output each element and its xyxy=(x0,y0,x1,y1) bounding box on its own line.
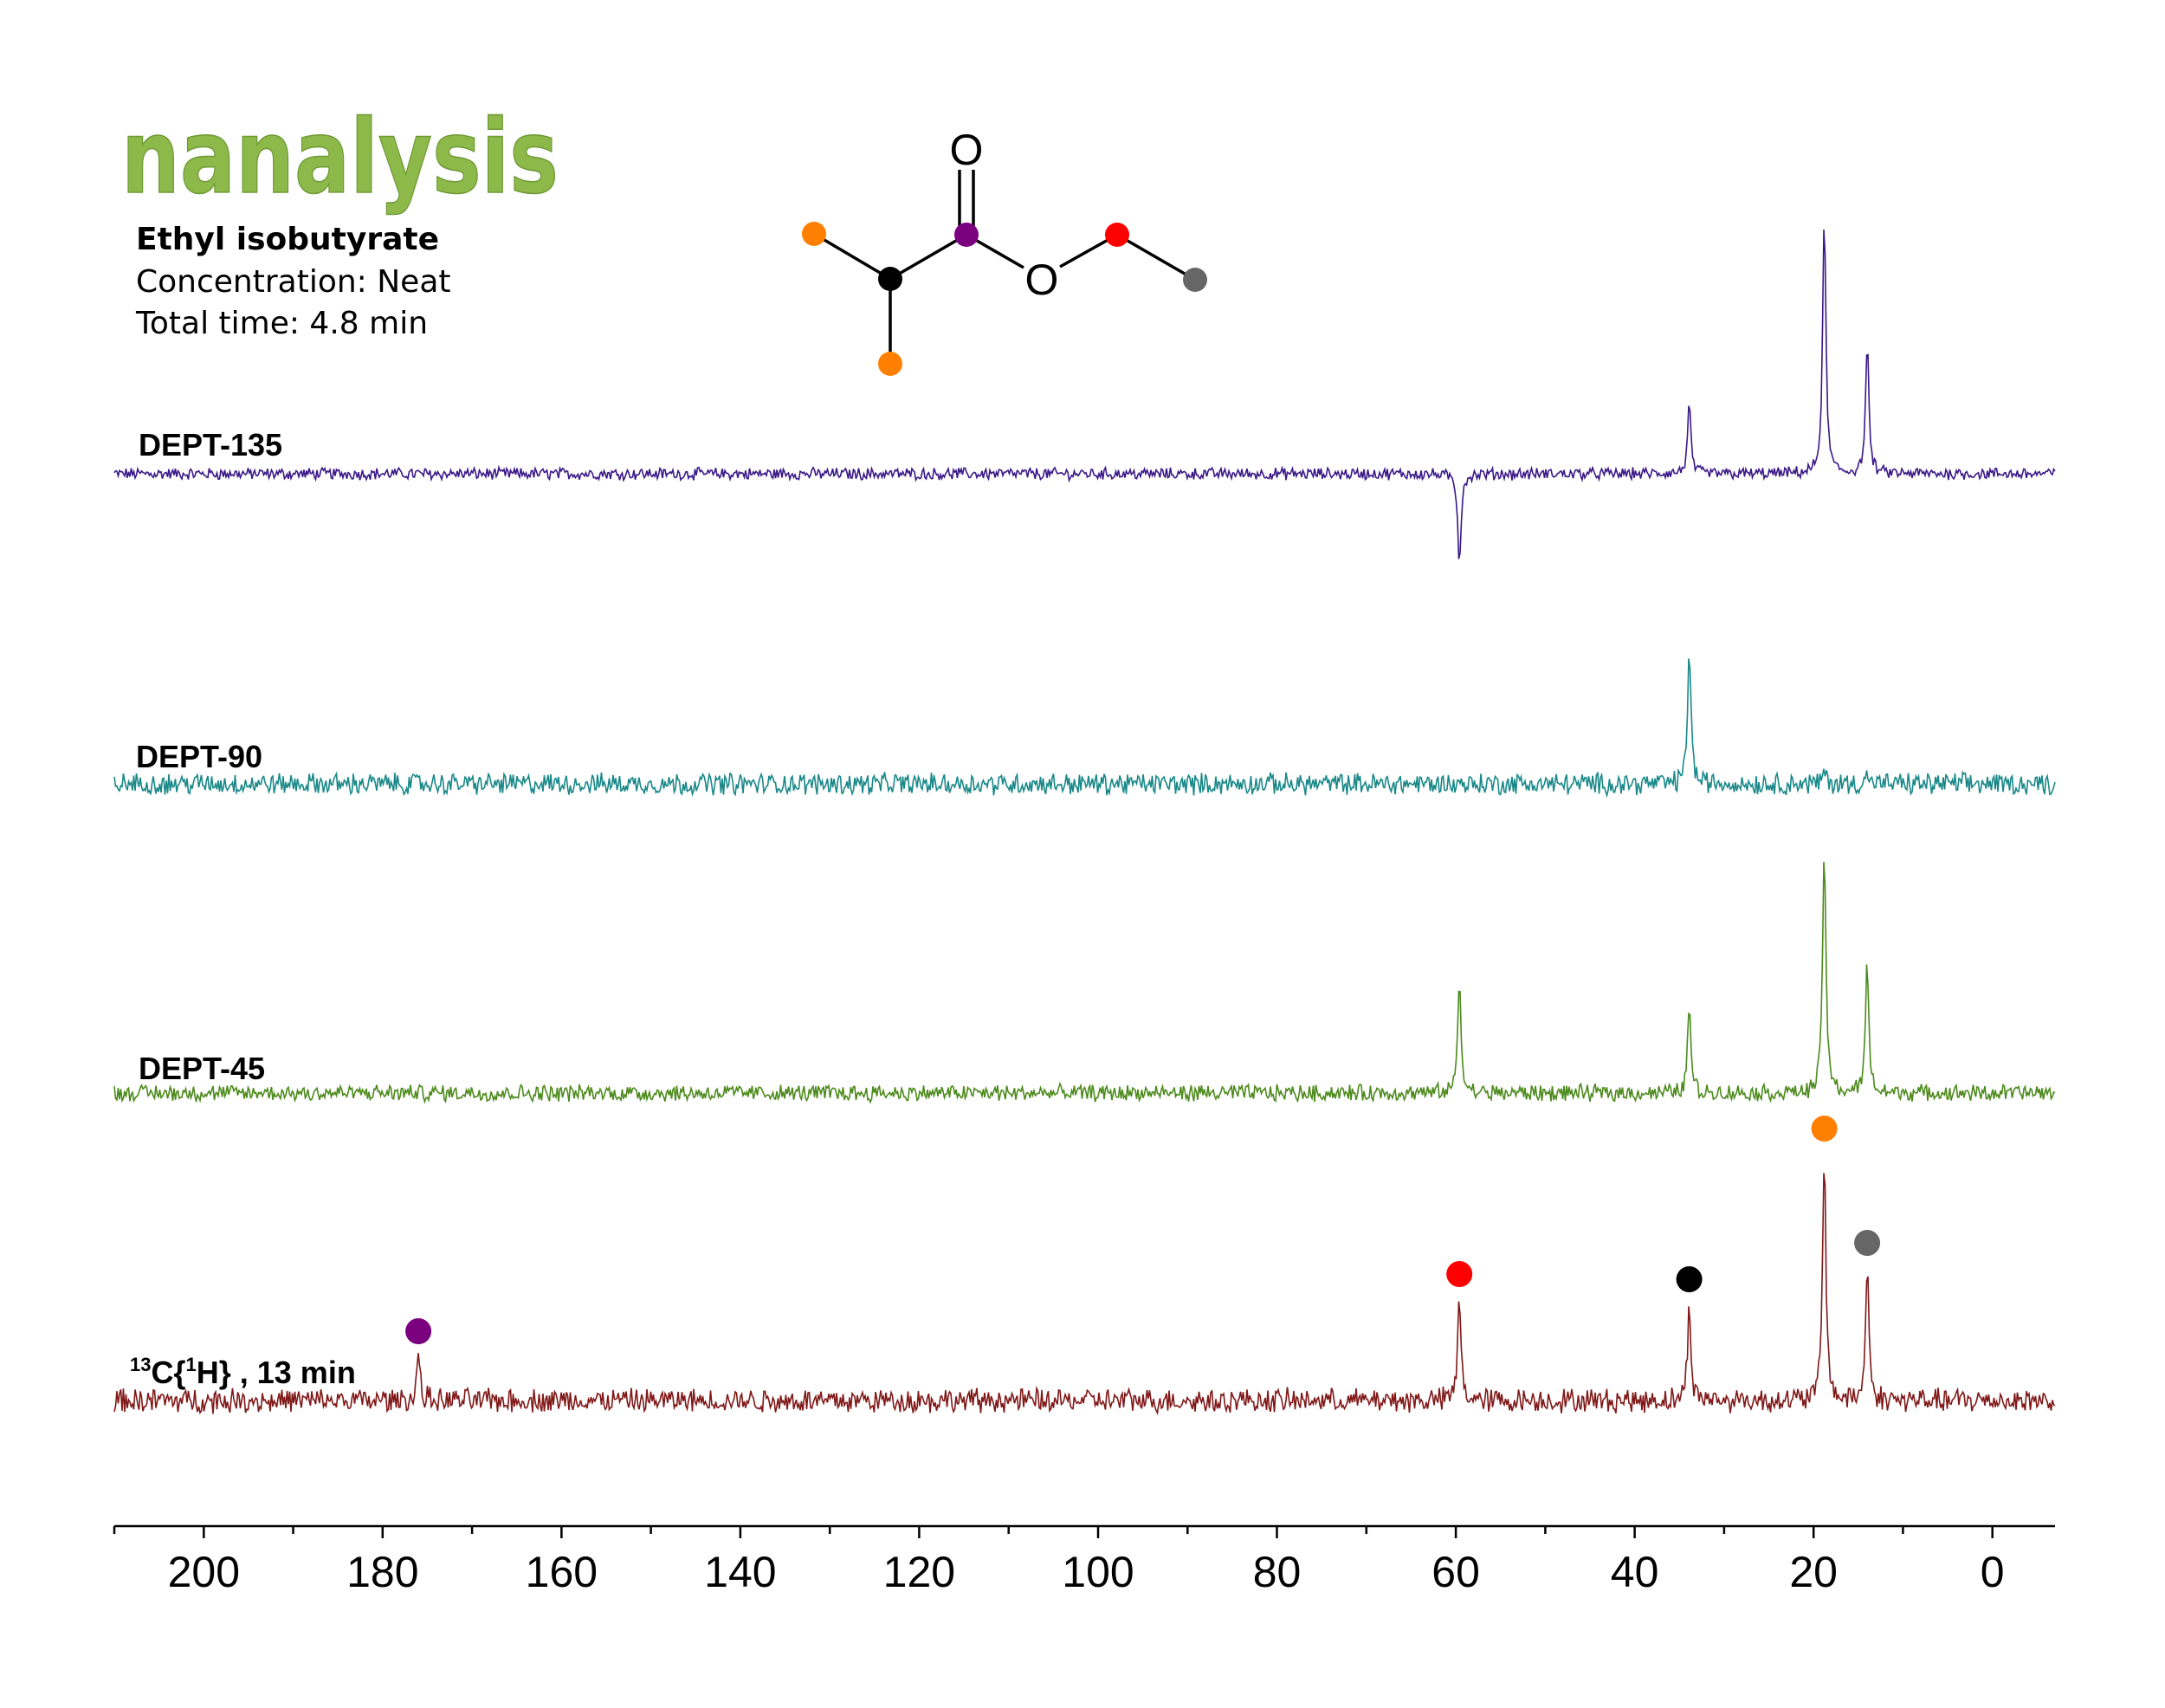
trace-label-13c-proton-mass: 1 xyxy=(186,1354,197,1375)
spectrum-trace-dept-135 xyxy=(113,229,2056,560)
carbonyl-oxygen-symbol: O xyxy=(950,126,984,174)
bond-ch-co xyxy=(889,233,967,281)
peak-marker-2 xyxy=(1676,1266,1703,1292)
sample-total-time: Total time: 4.8 min xyxy=(135,306,428,341)
peak-marker-0 xyxy=(405,1318,432,1344)
molecule-atoms: O O xyxy=(802,126,1207,376)
x-tick-label-200: 200 xyxy=(168,1548,240,1596)
bond-ch2-ch3 xyxy=(1116,233,1196,281)
trace-label-13c: 13C{1H} , 13 min xyxy=(130,1354,356,1390)
trace-label-dept-45: DEPT-45 xyxy=(139,1051,265,1086)
sample-info: Ethyl isobutyrate Concentration: Neat To… xyxy=(135,222,451,341)
spectrum-trace-c13 xyxy=(113,1173,2056,1415)
x-tick-label-140: 140 xyxy=(704,1548,776,1596)
x-tick-label-100: 100 xyxy=(1062,1548,1134,1596)
peak-marker-4 xyxy=(1854,1230,1881,1256)
spectrum-trace-dept-45 xyxy=(113,862,2056,1104)
x-tick-label-80: 80 xyxy=(1253,1548,1302,1596)
molecule-structure xyxy=(813,170,1196,364)
spectrum-trace-dept-90 xyxy=(113,658,2056,799)
atom-dot-isopropyl-methyl-b xyxy=(878,352,902,376)
trace-label-dept-135: DEPT-135 xyxy=(139,427,282,463)
x-tick-label-20: 20 xyxy=(1789,1548,1838,1596)
logo-text: nanalysis xyxy=(121,97,559,217)
atom-dot-ethyl-methyl xyxy=(1183,268,1207,292)
ester-oxygen-symbol: O xyxy=(1025,256,1059,304)
sample-title: Ethyl isobutyrate xyxy=(136,222,439,257)
x-tick-label-120: 120 xyxy=(883,1548,955,1596)
trace-label-13c-carbon: C{ xyxy=(151,1355,185,1390)
x-tick-label-160: 160 xyxy=(526,1548,598,1596)
logo: nanalysis xyxy=(120,96,559,217)
bond-ch3a-ch xyxy=(813,232,891,281)
trace-label-dept-90: DEPT-90 xyxy=(136,739,262,774)
trace-label-13c-rest: H} , 13 min xyxy=(197,1355,356,1390)
atom-dot-isopropyl-methyl-a xyxy=(802,222,826,246)
atom-dot-methine xyxy=(878,267,902,291)
x-axis: 200 180 160 140 120 100 80 60 40 20 0 xyxy=(113,1524,2055,1596)
atom-dot-carbonyl xyxy=(954,223,979,247)
spectra-traces xyxy=(113,229,2056,1415)
peak-marker-1 xyxy=(1446,1261,1473,1287)
x-tick-label-0: 0 xyxy=(1981,1548,2005,1596)
x-tick-label-180: 180 xyxy=(346,1548,418,1596)
peak-markers xyxy=(405,1116,1881,1344)
trace-label-13c-mass: 13 xyxy=(130,1354,151,1375)
sample-concentration: Concentration: Neat xyxy=(136,264,451,300)
x-tick-label-60: 60 xyxy=(1431,1548,1480,1596)
trace-labels: DEPT-135 DEPT-90 DEPT-45 13C{1H} , 13 mi… xyxy=(130,427,356,1390)
x-tick-label-40: 40 xyxy=(1611,1548,1659,1596)
peak-marker-3 xyxy=(1811,1116,1838,1142)
atom-dot-methylene xyxy=(1105,223,1129,247)
